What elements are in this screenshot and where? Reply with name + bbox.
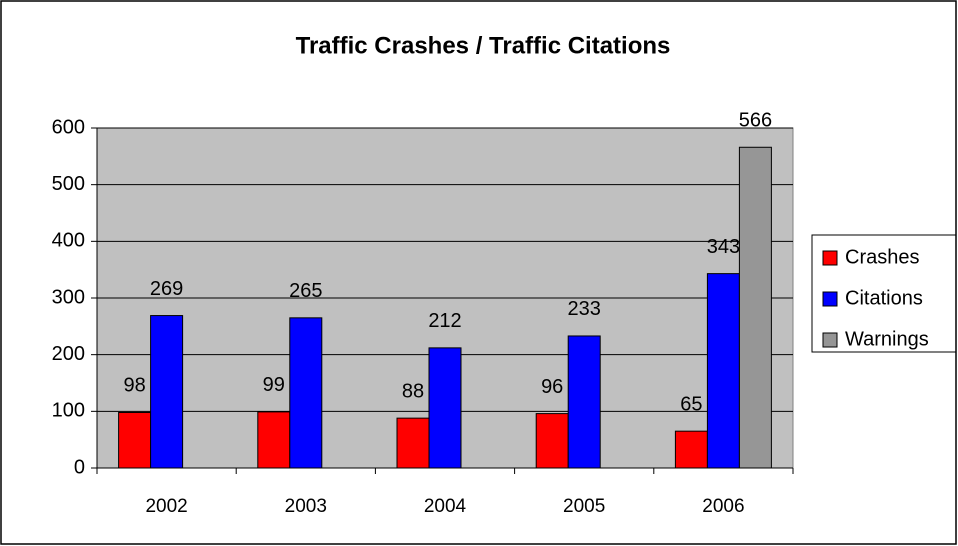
data-label: 269 (150, 278, 183, 300)
legend-label: Citations (845, 287, 923, 309)
x-tick-label: 2005 (563, 496, 605, 517)
legend-label: Crashes (845, 246, 919, 268)
bar (118, 411, 152, 469)
y-tick-label: 600 (52, 116, 85, 138)
y-tick-label: 0 (74, 456, 85, 478)
data-label: 566 (739, 110, 772, 132)
bar (289, 317, 323, 469)
legend-box (811, 234, 957, 353)
x-tick-label: 2002 (145, 496, 187, 517)
bar (535, 413, 569, 469)
y-tick-label: 300 (52, 286, 85, 308)
x-tick-label: 2006 (702, 496, 744, 517)
legend-swatch (822, 332, 838, 348)
legend-swatch (822, 250, 838, 266)
data-label: 88 (402, 380, 424, 402)
bar (150, 315, 184, 469)
data-label: 96 (541, 376, 563, 398)
bar (396, 417, 430, 469)
data-label: 65 (680, 393, 702, 415)
data-label: 343 (707, 236, 740, 258)
bar (738, 146, 772, 469)
data-label: 233 (568, 298, 601, 320)
legend-label: Warnings (845, 328, 929, 350)
y-tick-label: 500 (52, 173, 85, 195)
data-label: 212 (428, 310, 461, 332)
bar (706, 273, 740, 469)
data-label: 265 (289, 280, 322, 302)
y-tick-label: 100 (52, 400, 85, 422)
y-tick-label: 400 (52, 230, 85, 252)
y-tick-label: 200 (52, 343, 85, 365)
bar (567, 335, 601, 469)
x-tick-label: 2003 (285, 496, 327, 517)
bar (674, 430, 708, 469)
data-label: 98 (123, 375, 145, 397)
chart-title: Traffic Crashes / Traffic Citations (296, 32, 671, 59)
bar (257, 411, 291, 469)
bar (428, 347, 462, 469)
x-tick-label: 2004 (424, 496, 467, 517)
legend-swatch (822, 291, 838, 307)
data-label: 99 (263, 374, 285, 396)
